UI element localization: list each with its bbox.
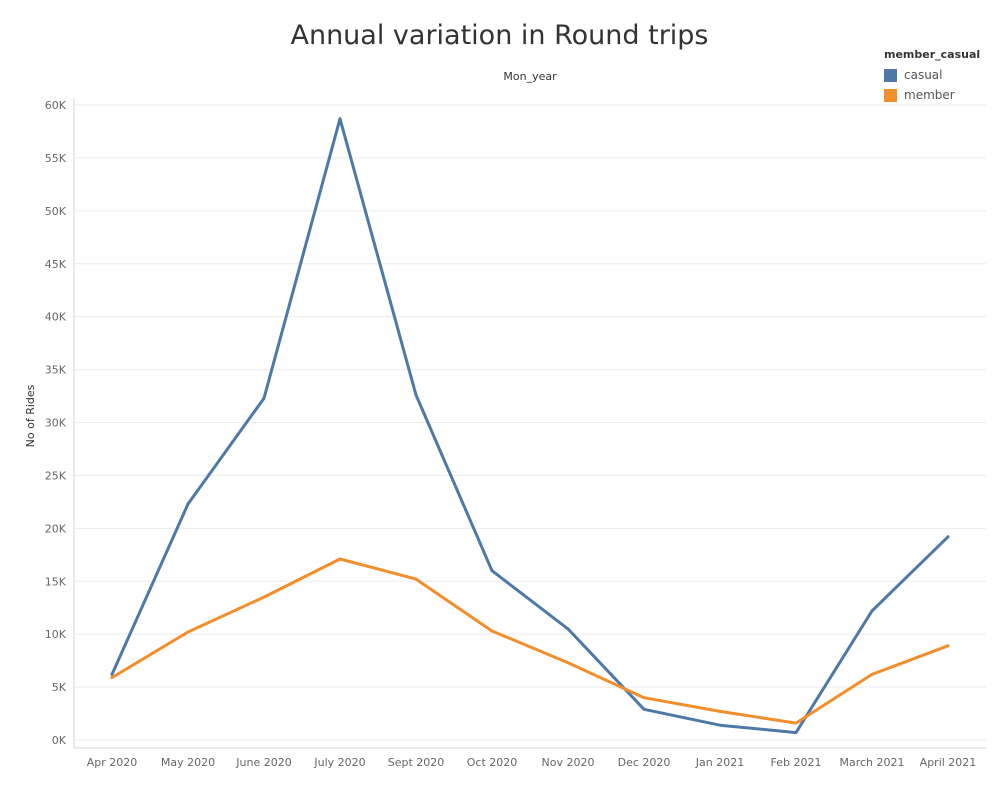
x-tick-label: June 2020 — [235, 756, 291, 769]
data-point-member[interactable] — [110, 676, 114, 680]
y-tick-label: 20K — [45, 522, 67, 535]
data-point-member[interactable] — [642, 696, 646, 700]
y-axis-label: No of Rides — [24, 384, 37, 447]
x-axis-label: Mon_year — [503, 70, 557, 83]
x-tick-label: Apr 2020 — [87, 756, 138, 769]
x-axis-ticks: Apr 2020 May 2020 June 2020 July 2020 Sept 2… — [87, 756, 977, 769]
legend-label-member: member — [904, 88, 955, 102]
legend-swatch-member — [884, 88, 897, 102]
y-tick-label: 50K — [45, 205, 67, 218]
data-point-casual[interactable] — [110, 672, 114, 676]
data-point-member[interactable] — [338, 557, 342, 561]
y-tick-label: 25K — [45, 469, 67, 482]
x-tick-label: Oct 2020 — [467, 756, 518, 769]
y-tick-label: 60K — [45, 99, 67, 112]
data-point-member[interactable] — [490, 629, 494, 633]
x-tick-label: March 2021 — [839, 756, 904, 769]
data-point-casual[interactable] — [718, 723, 722, 727]
x-tick-label: May 2020 — [161, 756, 215, 769]
y-axis-ticks: 0K 5K 10K 15K 20K 25K 30K 35K 40K 45K 50K 55K 60K — [45, 99, 67, 747]
data-point-member[interactable] — [946, 644, 950, 648]
x-tick-label: Dec 2020 — [618, 756, 671, 769]
y-tick-label: 35K — [45, 364, 67, 377]
data-point-member[interactable] — [794, 721, 798, 725]
legend-label-casual: casual — [904, 68, 943, 82]
y-tick-label: 40K — [45, 311, 67, 324]
legend-title: member_casual — [884, 48, 981, 61]
data-point-member[interactable] — [870, 672, 874, 676]
y-tick-label: 55K — [45, 152, 67, 165]
data-point-casual[interactable] — [946, 535, 950, 539]
y-tick-label: 5K — [52, 681, 67, 694]
data-point-casual[interactable] — [186, 502, 190, 506]
data-point-casual[interactable] — [414, 393, 418, 397]
data-point-casual[interactable] — [870, 609, 874, 613]
y-tick-label: 45K — [45, 258, 67, 271]
data-point-casual[interactable] — [262, 396, 266, 400]
data-point-member[interactable] — [566, 661, 570, 665]
x-tick-label: Jan 2021 — [695, 756, 744, 769]
data-point-member[interactable] — [186, 630, 190, 634]
data-point-casual[interactable] — [338, 117, 342, 121]
data-point-member[interactable] — [414, 577, 418, 581]
series-lines — [110, 117, 950, 735]
data-point-casual[interactable] — [490, 569, 494, 573]
x-tick-label: Feb 2021 — [771, 756, 822, 769]
chart-title: Annual variation in Round trips — [290, 20, 709, 51]
legend-swatch-casual — [884, 68, 897, 82]
data-point-casual[interactable] — [642, 707, 646, 711]
y-tick-label: 30K — [45, 417, 67, 430]
legend-item-casual[interactable]: casual — [884, 65, 980, 85]
data-point-member[interactable] — [718, 709, 722, 713]
series-line-member[interactable] — [110, 557, 950, 725]
data-point-casual[interactable] — [794, 731, 798, 735]
y-tick-label: 0K — [52, 734, 67, 747]
y-tick-label: 15K — [45, 575, 67, 588]
y-tick-label: 10K — [45, 628, 67, 641]
series-line-casual[interactable] — [110, 117, 950, 735]
x-tick-label: July 2020 — [313, 756, 365, 769]
gridlines — [73, 98, 986, 749]
x-tick-label: April 2021 — [920, 756, 977, 769]
data-point-casual[interactable] — [566, 627, 570, 631]
legend: member_casual casual member — [884, 48, 980, 105]
x-tick-label: Nov 2020 — [542, 756, 595, 769]
x-tick-label: Sept 2020 — [388, 756, 445, 769]
data-point-member[interactable] — [262, 595, 266, 599]
legend-item-member[interactable]: member — [884, 85, 980, 105]
